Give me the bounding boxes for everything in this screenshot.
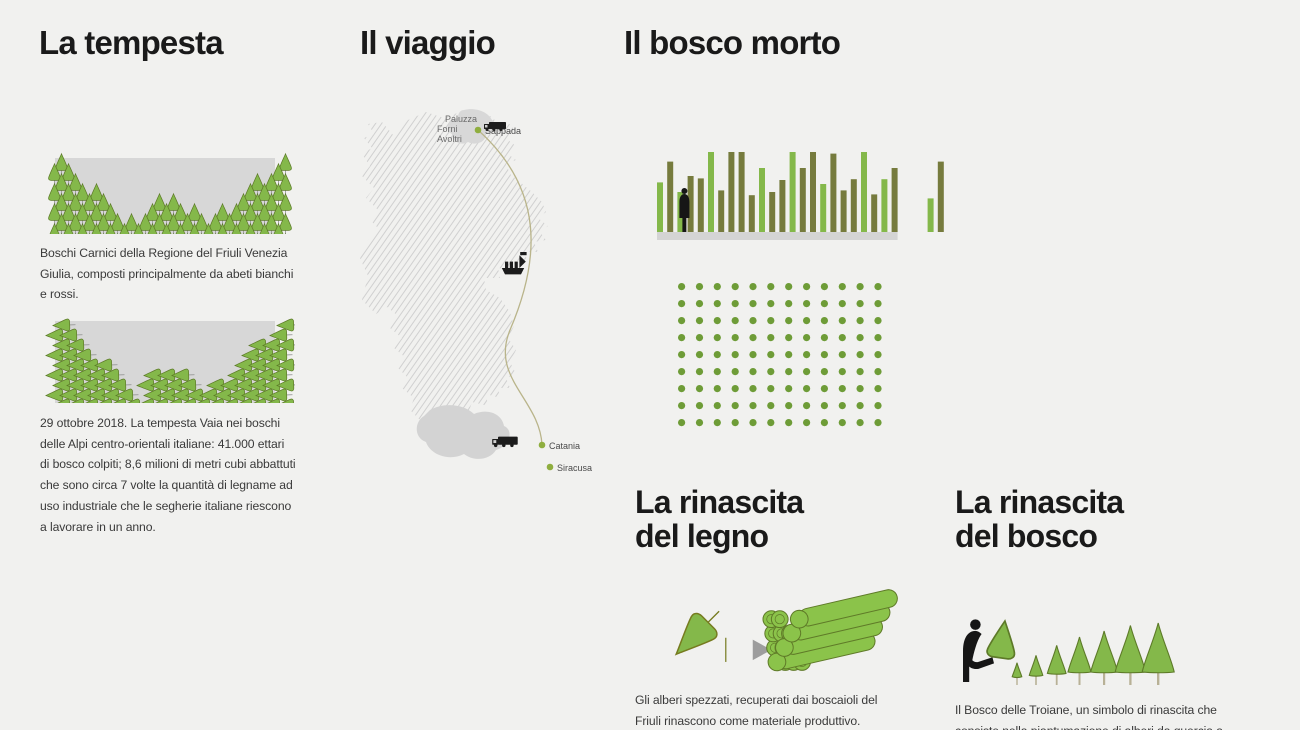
svg-text:Forni: Forni	[437, 124, 458, 134]
svg-text:Avoltri: Avoltri	[437, 134, 462, 144]
svg-text:Paluzza: Paluzza	[445, 114, 477, 124]
svg-text:Catania: Catania	[549, 441, 580, 451]
svg-text:Siracusa: Siracusa	[557, 463, 592, 473]
